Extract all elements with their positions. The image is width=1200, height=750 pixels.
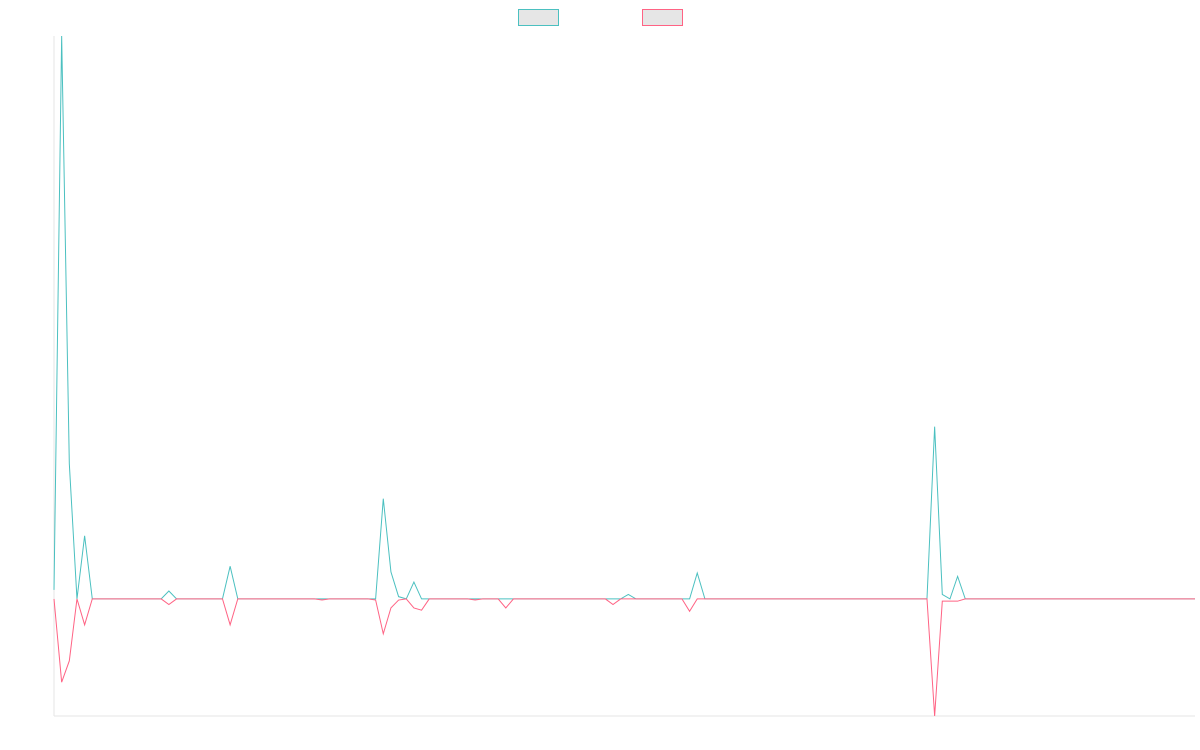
series-line-2	[53, 598, 1195, 717]
series-layer	[53, 35, 1195, 717]
series-1	[53, 35, 1195, 600]
legend-swatch-1[interactable]	[518, 9, 559, 26]
axes	[53, 36, 1195, 717]
series-2	[53, 598, 1195, 717]
legend-swatch-2[interactable]	[642, 9, 683, 26]
series-line-1	[53, 35, 1195, 600]
legend[interactable]	[518, 9, 683, 26]
